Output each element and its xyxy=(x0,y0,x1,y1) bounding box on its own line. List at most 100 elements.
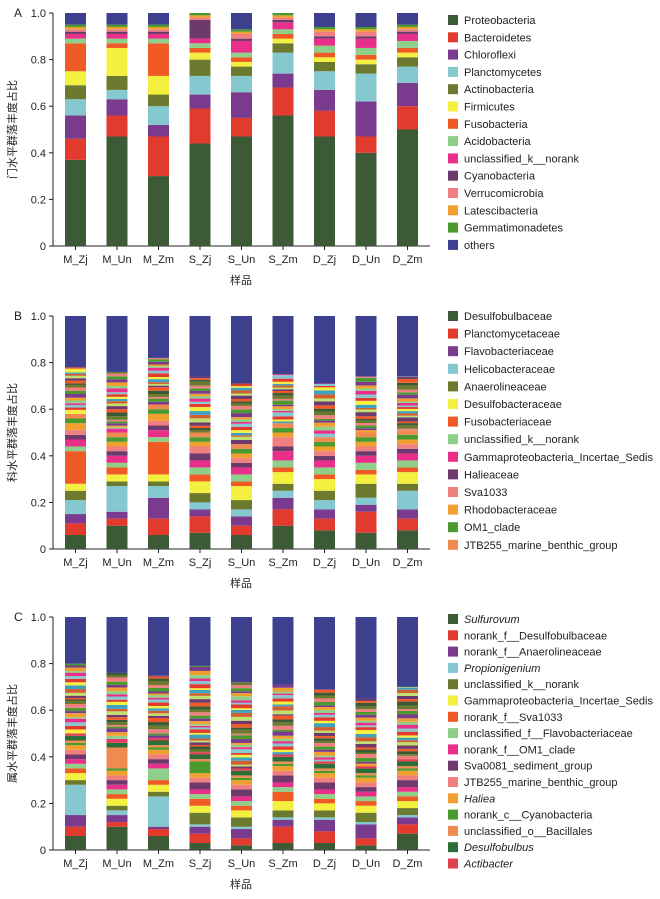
bar-segment-others xyxy=(314,316,335,384)
bar-segment-minor xyxy=(65,368,86,373)
bar-segment xyxy=(272,13,294,16)
bar-segment xyxy=(148,768,169,781)
bar-segment xyxy=(65,826,86,837)
bar-segment xyxy=(65,742,86,746)
bar-segment-minor xyxy=(355,388,377,391)
bar-segment xyxy=(272,87,294,116)
legend-swatch xyxy=(448,311,458,321)
bar-segment-minor xyxy=(65,378,86,381)
bar-segment-minor xyxy=(231,435,252,437)
y-axis-label: 属水平群落丰度占比 xyxy=(5,684,19,783)
bar-segment-minor xyxy=(65,380,86,384)
bar-segment-minor xyxy=(314,692,335,696)
bar-segment xyxy=(65,71,86,86)
bar-segment-minor xyxy=(148,376,169,380)
legend-label: norank_f__Sva1033 xyxy=(464,712,562,724)
bar-segment xyxy=(355,504,377,512)
legend-swatch xyxy=(448,646,458,657)
bar-segment xyxy=(355,796,377,802)
bar-segment-minor xyxy=(65,400,86,404)
bar-segment-minor xyxy=(272,698,294,702)
bar-segment xyxy=(397,57,418,67)
bar-segment-others xyxy=(189,617,211,666)
legend-swatch xyxy=(448,15,458,25)
bar-segment-minor xyxy=(272,684,294,688)
x-tick-label: D_Zj xyxy=(313,254,336,266)
bar-segment-minor xyxy=(272,722,294,726)
bar-segment xyxy=(65,451,86,484)
bar-segment-minor xyxy=(65,663,86,666)
bar-segment xyxy=(148,738,169,741)
bar-segment-minor xyxy=(65,409,86,414)
bar-segment xyxy=(106,798,128,806)
bar-segment xyxy=(106,742,128,748)
bar-segment-minor xyxy=(272,400,294,405)
bar-segment-minor xyxy=(397,709,418,711)
bar-segment-minor xyxy=(231,386,252,388)
bar-segment-minor xyxy=(148,387,169,391)
bar-segment xyxy=(397,430,418,435)
bar-segment xyxy=(272,423,294,428)
bar-segment xyxy=(272,826,294,844)
bar-segment xyxy=(355,432,377,438)
bar-segment-minor xyxy=(231,401,252,404)
bar-segment-minor xyxy=(231,700,252,703)
bar-segment-minor xyxy=(106,371,128,374)
bar-segment xyxy=(355,441,377,447)
bar-segment-minor xyxy=(65,676,86,679)
bar-segment xyxy=(148,745,169,748)
bar-segment-minor xyxy=(355,404,377,408)
bar-segment-minor xyxy=(106,416,128,420)
y-tick-label: 0.8 xyxy=(31,55,46,67)
bar-segment xyxy=(106,99,128,116)
bar-segment-minor xyxy=(106,379,128,383)
bar-segment-minor xyxy=(272,735,294,739)
bar-segment-minor xyxy=(189,738,211,741)
bar-segment xyxy=(231,777,252,781)
bar-segment-minor xyxy=(355,743,377,748)
bar-segment xyxy=(189,516,211,533)
bar-segment-minor xyxy=(397,745,418,749)
bar-segment-minor xyxy=(189,414,211,419)
bar-segment-minor xyxy=(314,707,335,710)
bar-segment xyxy=(231,516,252,526)
bar-segment-minor xyxy=(231,413,252,418)
bar-segment-minor xyxy=(355,428,377,431)
bar-segment xyxy=(272,490,294,498)
bar-segment-minor xyxy=(314,411,335,416)
bar-segment xyxy=(106,789,128,795)
bar-segment-minor xyxy=(106,701,128,705)
bar-segment xyxy=(314,38,335,46)
bar-segment xyxy=(106,784,128,790)
bar-segment-minor xyxy=(355,420,377,424)
bar-segment-minor xyxy=(397,407,418,409)
bar-segment xyxy=(314,26,335,30)
bar-segment xyxy=(397,490,418,510)
bar-segment-minor xyxy=(355,752,377,755)
legend-swatch xyxy=(448,809,458,820)
bar-segment-others xyxy=(148,617,169,676)
bar-segment-minor xyxy=(148,357,169,360)
bar-segment xyxy=(355,787,377,792)
bar-segment-minor xyxy=(148,702,169,706)
bar-segment-minor xyxy=(314,385,335,388)
bar-segment xyxy=(355,511,377,533)
bar-segment-minor xyxy=(65,722,86,726)
bar-segment-others xyxy=(355,316,377,377)
bar-segment xyxy=(397,817,418,825)
bar-segment-minor xyxy=(314,709,335,713)
bar-segment-minor xyxy=(189,724,211,726)
bar-segment-minor xyxy=(314,757,335,760)
bar-segment-minor xyxy=(148,675,169,677)
bar-segment xyxy=(397,444,418,449)
legend-label: Firmicutes xyxy=(464,102,515,114)
bar-segment-minor xyxy=(314,730,335,733)
y-tick-label: 0.4 xyxy=(31,451,46,463)
x-tick-label: S_Zj xyxy=(189,557,212,569)
bar-segment-minor xyxy=(65,390,86,394)
bar-segment xyxy=(231,33,252,39)
bar-segment xyxy=(148,518,169,536)
bar-segment xyxy=(65,784,86,816)
bar-segment-minor xyxy=(397,398,418,402)
legend-label: Propionigenium xyxy=(464,663,540,675)
